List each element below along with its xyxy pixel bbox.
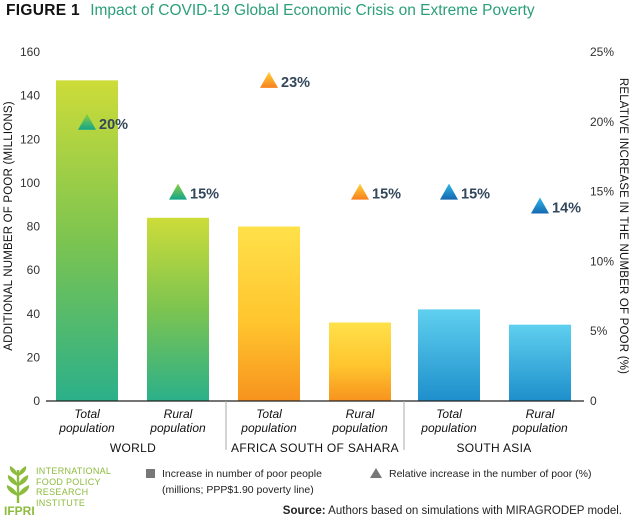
legend-square-icon xyxy=(146,469,155,478)
triangle-markers-layer: 20% 15% 23% 15% 15% 14% xyxy=(78,71,581,217)
category-label: Total xyxy=(436,407,462,421)
triangle-marker xyxy=(440,183,458,200)
figure-title: FIGURE 1 Impact of COVID-19 Global Econo… xyxy=(6,2,535,20)
percent-label: 15% xyxy=(461,187,490,203)
ifpri-logo-text: INTERNATIONAL FOOD POLICY RESEARCH INSTI… xyxy=(36,466,111,508)
category-label: Total xyxy=(256,407,282,421)
bar-chart: 0 20 40 60 80 100 120 140 160 0 5% 10% 15% 20% 25% AD… xyxy=(3,45,629,455)
logo-line: INSTITUTE xyxy=(36,497,86,508)
logo-line: RESEARCH xyxy=(36,487,89,497)
right-tick-label: 10% xyxy=(590,254,614,268)
group-label-world: WORLD xyxy=(110,441,156,455)
right-tick-label: 5% xyxy=(590,324,608,338)
left-tick-label: 40 xyxy=(27,307,41,321)
bar xyxy=(56,80,118,401)
category-label: population xyxy=(420,421,477,435)
ifpri-logo xyxy=(4,464,124,520)
category-label: population xyxy=(511,421,568,435)
legend-triangle-icon xyxy=(370,468,382,478)
right-tick-label: 20% xyxy=(590,115,614,129)
percent-label: 14% xyxy=(552,201,581,217)
right-axis-title: RELATIVE INCREASE IN THE NUMBER OF POOR … xyxy=(617,78,629,374)
logo-line: FOOD POLICY xyxy=(36,476,101,487)
right-axis-ticks: 0 5% 10% 15% 20% 25% xyxy=(590,45,614,408)
bar xyxy=(418,309,480,401)
bar xyxy=(238,226,300,401)
right-tick-label: 15% xyxy=(590,185,614,199)
ifpri-abbreviation: IFPRI xyxy=(4,504,35,518)
triangle-marker xyxy=(260,71,278,88)
legend-triangles: Relative increase in the number of poor … xyxy=(370,466,592,482)
left-axis-title: ADDITIONAL NUMBER OF POOR (MILLIONS) xyxy=(3,101,15,351)
category-label: population xyxy=(58,421,115,435)
wheat-icon xyxy=(6,466,30,503)
source-text: Authors based on simulations with MIRAGR… xyxy=(325,505,622,517)
triangle-marker xyxy=(78,113,96,130)
category-label: Rural xyxy=(346,407,375,421)
right-tick-label: 25% xyxy=(590,45,614,59)
left-tick-label: 60 xyxy=(27,263,41,277)
category-label: Rural xyxy=(526,407,555,421)
category-label: population xyxy=(149,421,206,435)
group-label-south-asia: SOUTH ASIA xyxy=(456,441,531,455)
category-label: Total xyxy=(74,407,100,421)
percent-label: 23% xyxy=(281,75,310,91)
left-tick-label: 20 xyxy=(27,350,41,364)
category-label: population xyxy=(240,421,297,435)
right-tick-label: 0 xyxy=(590,394,597,408)
figure-number: FIGURE 1 xyxy=(6,2,80,19)
percent-label: 15% xyxy=(372,187,401,203)
category-labels: TotalpopulationRuralpopulationTotalpopul… xyxy=(58,407,568,435)
bar xyxy=(147,217,209,401)
legend-bars-sublabel: (millions; PPP$1.90 poverty line) xyxy=(162,484,314,496)
left-tick-label: 140 xyxy=(20,89,40,103)
left-tick-label: 100 xyxy=(20,176,40,190)
legend-bars: Increase in number of poor people (milli… xyxy=(146,466,322,498)
figure-title-text: Impact of COVID-19 Global Economic Crisi… xyxy=(90,2,535,19)
bar xyxy=(329,322,391,401)
bar xyxy=(509,324,571,401)
left-tick-label: 120 xyxy=(20,132,40,146)
left-axis-ticks: 0 20 40 60 80 100 120 140 160 xyxy=(20,45,40,408)
legend-triangles-label: Relative increase in the number of poor … xyxy=(389,468,592,480)
source-label: Source: xyxy=(282,505,326,517)
category-label: population xyxy=(331,421,388,435)
bars-layer xyxy=(56,80,571,401)
source-note: Source: Authors based on simulations wit… xyxy=(283,505,622,517)
percent-label: 20% xyxy=(99,117,128,133)
logo-line: INTERNATIONAL xyxy=(36,466,112,476)
left-tick-label: 0 xyxy=(33,394,40,408)
legend-bars-label: Increase in number of poor people xyxy=(162,468,322,480)
triangle-marker xyxy=(531,197,549,214)
left-tick-label: 160 xyxy=(20,45,40,59)
percent-label: 15% xyxy=(190,187,219,203)
left-tick-label: 80 xyxy=(27,220,41,234)
group-label-africa: AFRICA SOUTH OF SAHARA xyxy=(231,441,399,455)
triangle-marker xyxy=(169,183,187,200)
category-label: Rural xyxy=(164,407,193,421)
triangle-marker xyxy=(351,183,369,200)
